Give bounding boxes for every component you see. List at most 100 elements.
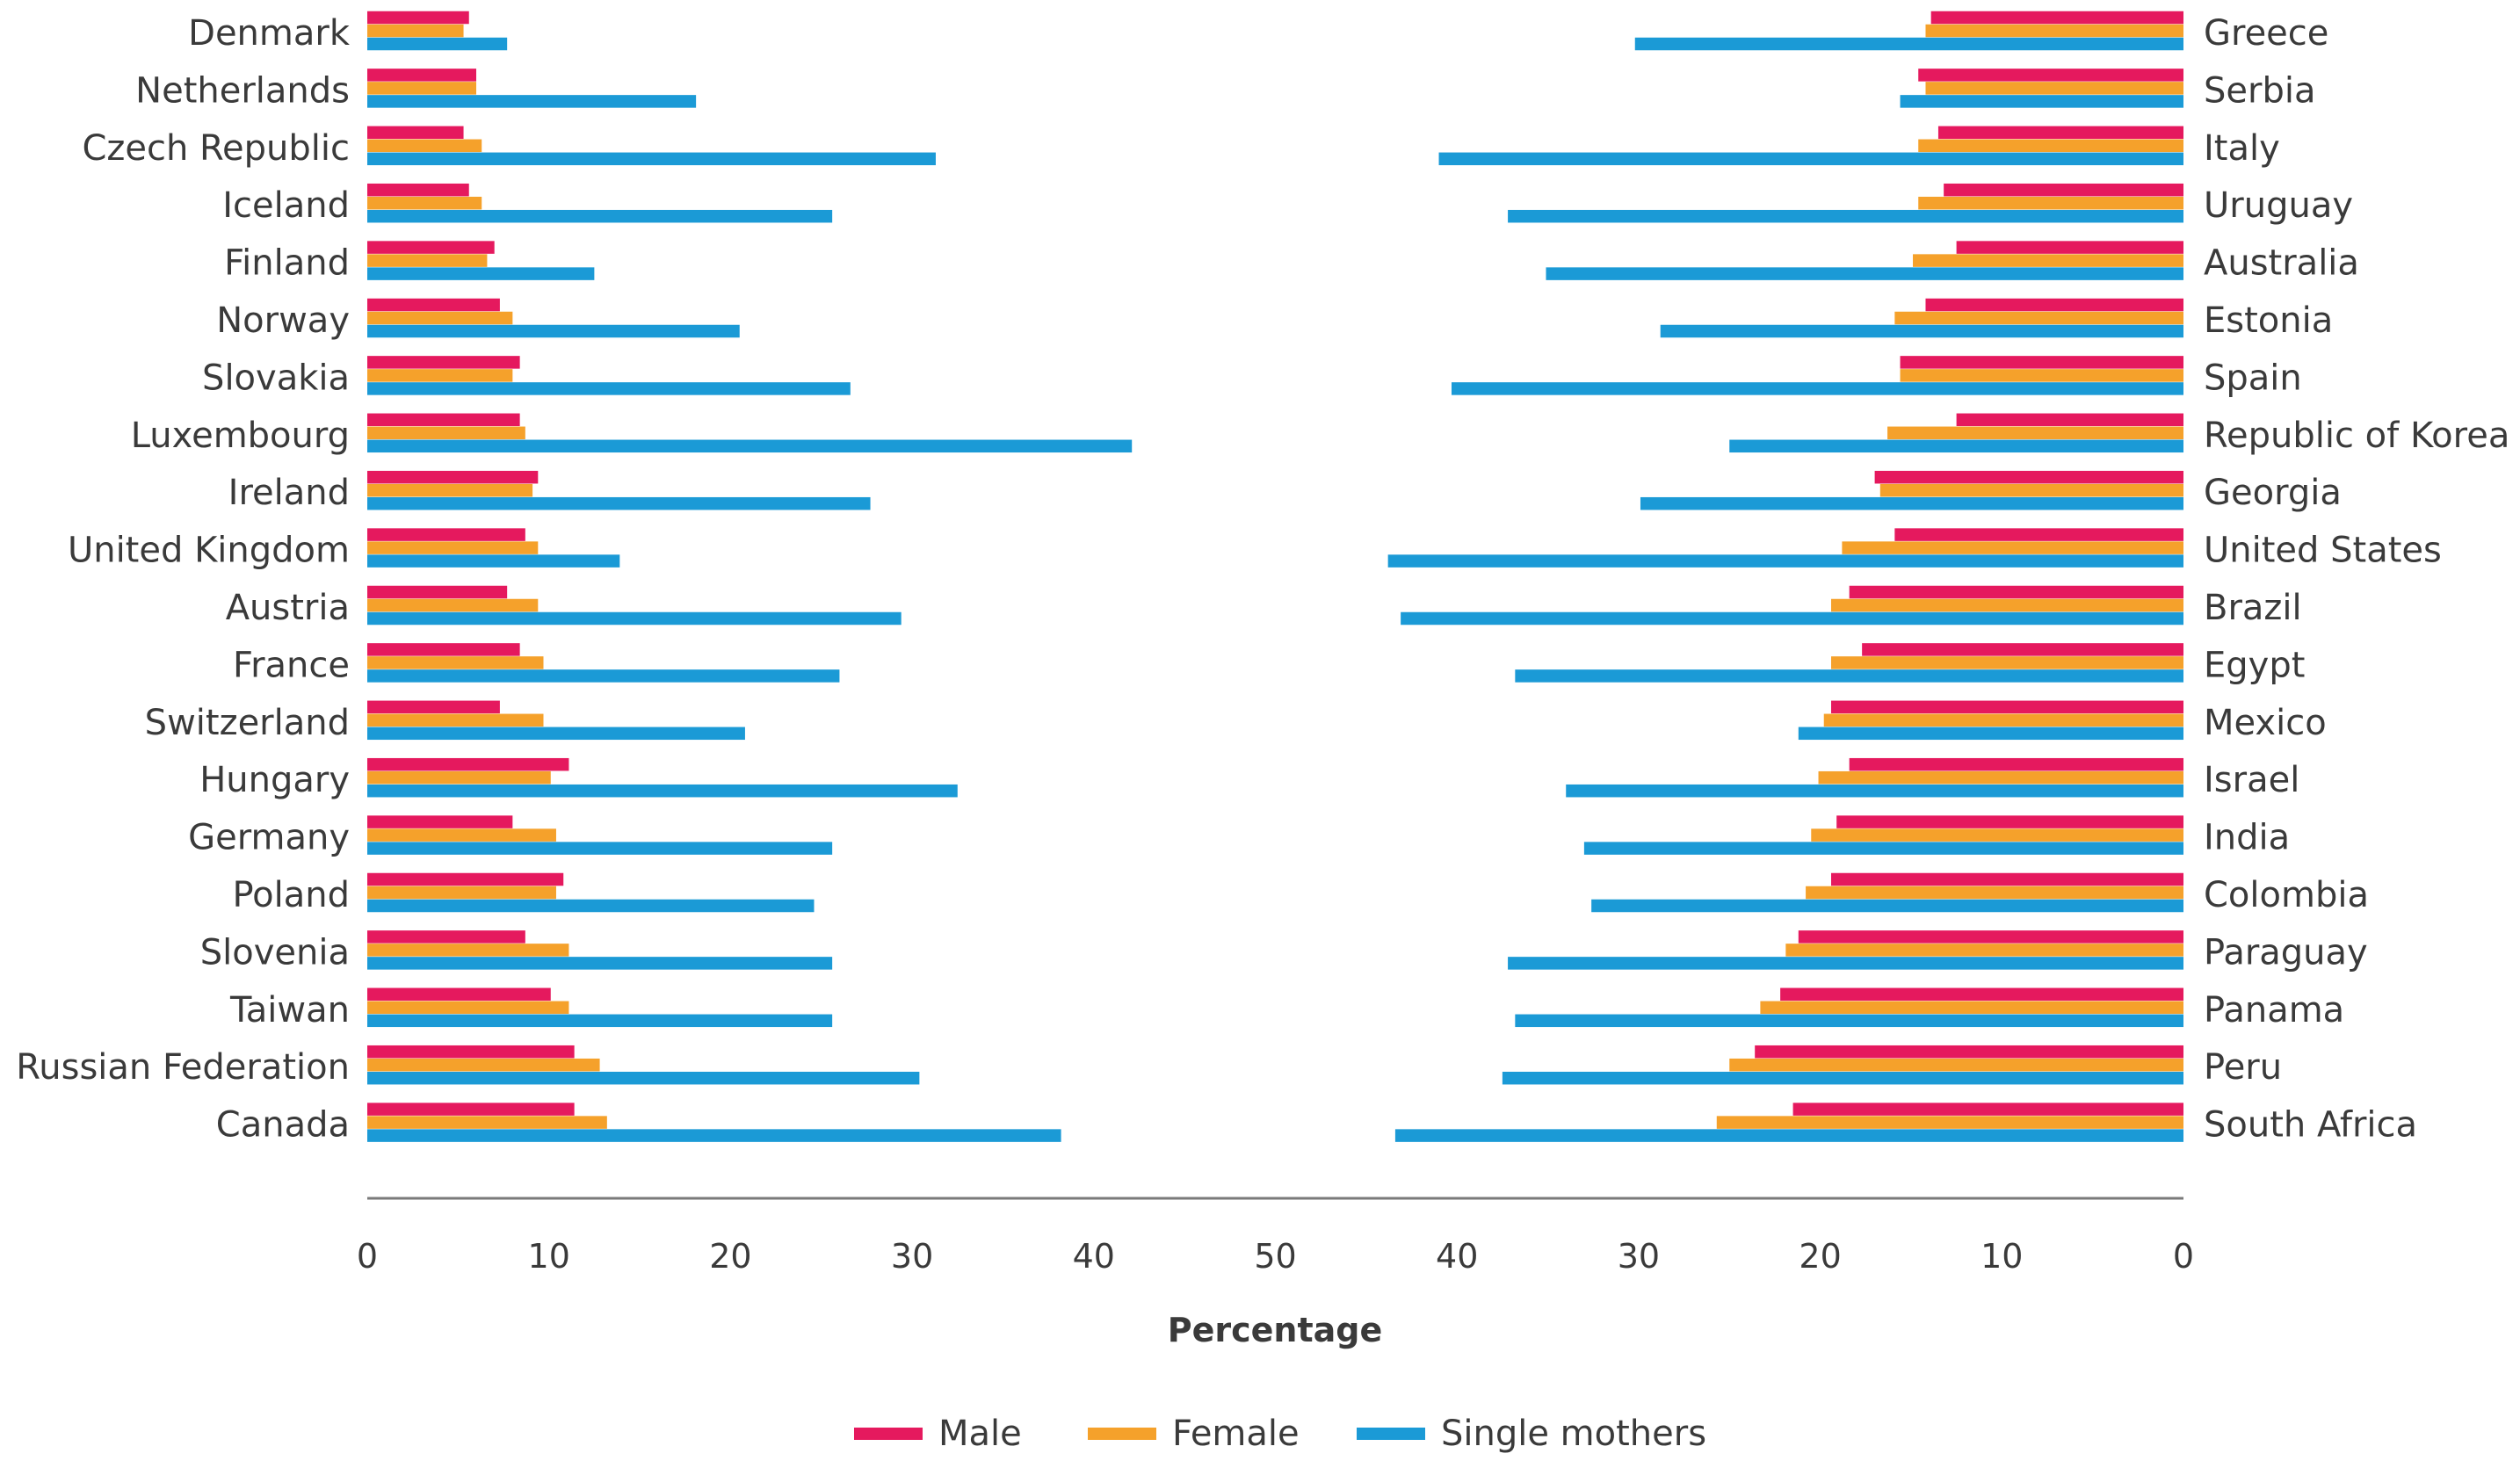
bar-slovakia-single-mothers [367, 382, 851, 395]
bar-egypt-single-mothers [1515, 669, 2183, 683]
x-tick-left-20: 20 [709, 1237, 751, 1276]
bar-colombia-female [1806, 886, 2183, 900]
bar-estonia-single-mothers [1660, 324, 2183, 338]
country-label-india: India [2204, 818, 2290, 858]
x-tick-left-30: 30 [891, 1237, 933, 1276]
bar-serbia-male [1918, 69, 2183, 82]
bar-australia-female [1913, 254, 2183, 267]
bar-united-states-female [1842, 541, 2183, 554]
bar-colombia-male [1831, 872, 2183, 886]
country-label-serbia: Serbia [2204, 70, 2315, 111]
country-label-greece: Greece [2204, 13, 2328, 54]
x-tick-left-0: 0 [357, 1237, 378, 1276]
bar-france-female [367, 656, 544, 669]
bar-norway-male [367, 298, 500, 312]
country-label-united-states: United States [2204, 531, 2442, 571]
x-tick-left-10: 10 [528, 1237, 570, 1276]
country-label-south-africa: South Africa [2204, 1105, 2417, 1146]
bar-uruguay-female [1918, 196, 2183, 210]
x-tick-right-0: 0 [2173, 1237, 2194, 1276]
bar-slovakia-female [367, 369, 513, 382]
country-label-mexico: Mexico [2204, 703, 2327, 743]
bar-poland-female [367, 886, 556, 900]
bar-panama-single-mothers [1515, 1014, 2183, 1028]
bar-united-kingdom-female [367, 541, 539, 554]
bar-peru-single-mothers [1502, 1071, 2183, 1085]
bar-france-male [367, 643, 520, 656]
bar-republic-of-korea-single-mothers [1729, 439, 2183, 453]
bar-brazil-single-mothers [1401, 611, 2183, 626]
country-label-switzerland: Switzerland [145, 703, 350, 743]
bar-greece-single-mothers [1634, 37, 2183, 51]
bar-australia-single-mothers [1546, 267, 2183, 280]
bar-india-male [1836, 815, 2183, 828]
bar-iceland-male [367, 183, 469, 197]
bar-greece-female [1925, 24, 2183, 38]
bar-brazil-female [1831, 598, 2183, 612]
bar-czech-republic-female [367, 139, 482, 153]
bar-netherlands-male [367, 69, 477, 82]
x-tick-right-40: 40 [1436, 1237, 1478, 1276]
bar-taiwan-single-mothers [367, 1014, 833, 1028]
country-label-norway: Norway [216, 300, 350, 341]
country-label-republic-of-korea: Republic of Korea [2204, 416, 2509, 456]
country-label-iceland: Iceland [222, 185, 350, 226]
bar-georgia-single-mothers [1640, 496, 2183, 510]
bar-paraguay-single-mothers [1508, 957, 2183, 970]
bar-norway-female [367, 311, 513, 325]
bar-uruguay-single-mothers [1508, 209, 2183, 223]
bar-hungary-female [367, 770, 551, 785]
bar-denmark-female [367, 24, 464, 38]
bar-austria-single-mothers [367, 611, 902, 626]
bar-poland-male [367, 872, 564, 886]
country-label-australia: Australia [2204, 243, 2359, 284]
bar-ireland-single-mothers [367, 496, 871, 510]
country-label-italy: Italy [2204, 128, 2280, 169]
bar-finland-male [367, 241, 495, 254]
bar-australia-male [1956, 241, 2183, 254]
bar-italy-single-mothers [1438, 152, 2183, 166]
bar-united-states-male [1894, 528, 2183, 541]
bar-canada-female [367, 1116, 607, 1129]
country-label-taiwan: Taiwan [229, 990, 350, 1030]
x-axis-label: Percentage [1168, 1311, 1383, 1349]
bar-spain-female [1900, 369, 2183, 382]
legend-label-male: Male [938, 1414, 1022, 1454]
bar-estonia-female [1894, 311, 2183, 325]
legend-swatch-female [1088, 1428, 1156, 1440]
bar-denmark-male [367, 11, 469, 25]
country-label-czech-republic: Czech Republic [82, 128, 350, 169]
bar-egypt-female [1831, 656, 2183, 669]
bar-ireland-male [367, 470, 539, 484]
bar-mexico-male [1831, 700, 2183, 714]
bar-finland-single-mothers [367, 267, 595, 280]
bar-south-africa-female [1716, 1116, 2183, 1129]
country-label-colombia: Colombia [2204, 875, 2369, 915]
country-label-spain: Spain [2204, 358, 2302, 398]
bar-paraguay-male [1798, 930, 2183, 944]
bar-spain-male [1900, 356, 2183, 369]
legend-label-female: Female [1172, 1414, 1300, 1454]
bar-mexico-single-mothers [1798, 727, 2183, 741]
country-label-canada: Canada [216, 1105, 350, 1146]
bar-norway-single-mothers [367, 324, 740, 338]
bar-taiwan-male [367, 987, 551, 1002]
x-tick-right-20: 20 [1799, 1237, 1841, 1276]
bar-poland-single-mothers [367, 899, 815, 913]
bar-uruguay-male [1944, 183, 2183, 197]
x-tick-right-30: 30 [1618, 1237, 1660, 1276]
x-tick-left-40: 40 [1073, 1237, 1115, 1276]
bar-serbia-female [1925, 82, 2183, 95]
bar-iceland-female [367, 196, 482, 210]
country-label-ireland: Ireland [228, 473, 350, 513]
bar-peru-male [1755, 1045, 2183, 1059]
country-label-georgia: Georgia [2204, 473, 2342, 513]
bar-peru-female [1729, 1058, 2183, 1072]
bar-united-kingdom-male [367, 528, 525, 541]
bar-germany-single-mothers [367, 842, 833, 855]
x-tick-right-10: 10 [1981, 1237, 2023, 1276]
country-label-russian-federation: Russian Federation [16, 1047, 350, 1088]
bar-slovenia-single-mothers [367, 957, 833, 970]
bar-finland-female [367, 254, 488, 267]
